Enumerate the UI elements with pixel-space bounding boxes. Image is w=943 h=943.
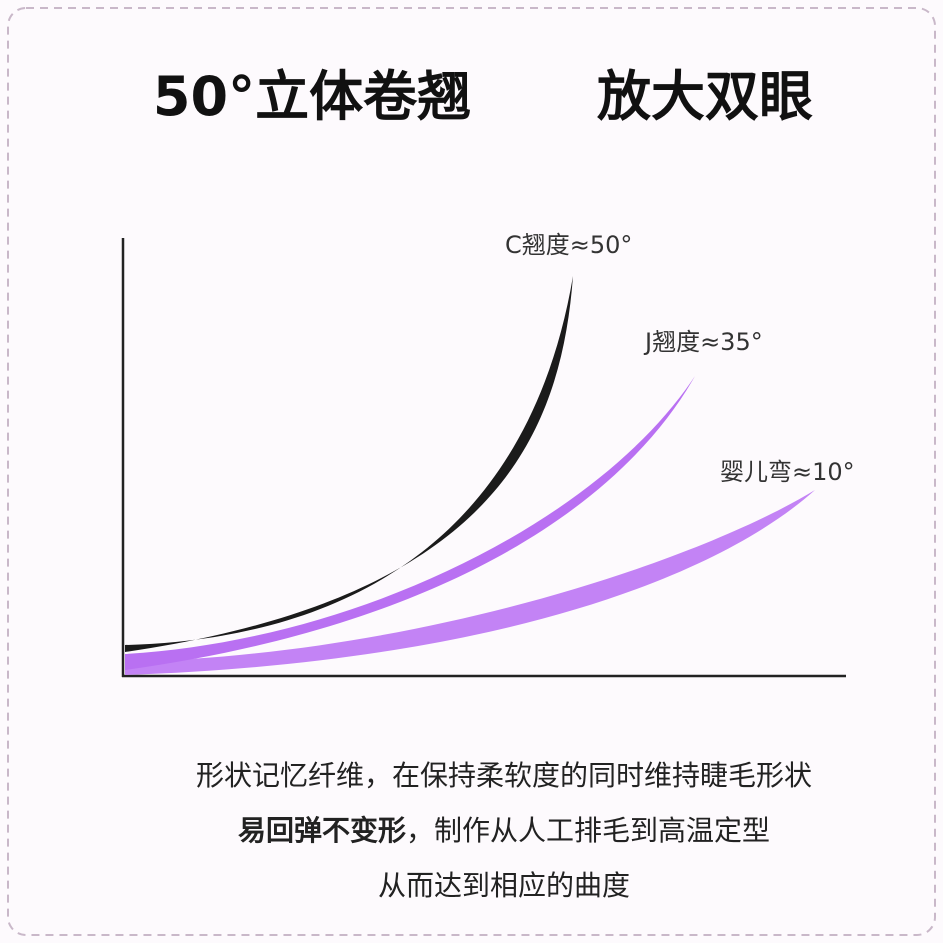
curve-label: C翘度≈50° (505, 231, 632, 259)
subtitle: 放大双眼 (597, 65, 813, 128)
body-rest: ，制作从人工排毛到高温定型 (406, 814, 770, 847)
body-line: 形状记忆纤维，在保持柔软度的同时维持睫毛形状 (196, 759, 812, 792)
border (7, 7, 936, 936)
body-line: 易回弹不变形，制作从人工排毛到高温定型 (238, 814, 770, 847)
body-bold: 易回弹不变形 (238, 814, 406, 847)
body-line: 从而达到相应的曲度 (378, 869, 630, 902)
curve-label: J翘度≈35° (643, 328, 763, 356)
title: 50°立体卷翘 (153, 65, 471, 128)
curve-label: 婴儿弯≈10° (720, 458, 855, 486)
